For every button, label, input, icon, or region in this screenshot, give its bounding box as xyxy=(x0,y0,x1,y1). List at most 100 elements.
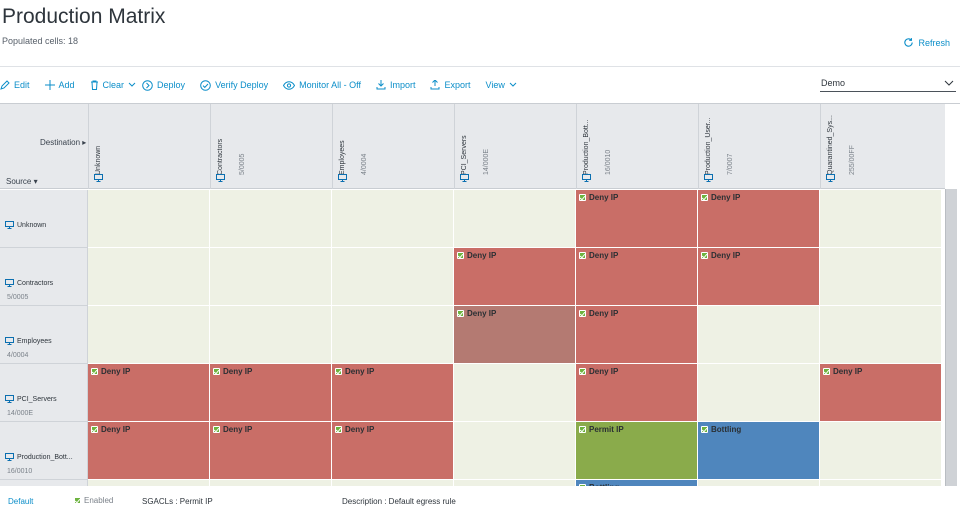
security-group-icon-wrap xyxy=(582,169,591,187)
matrix-cell[interactable] xyxy=(454,364,576,422)
matrix-cell[interactable]: Deny IP xyxy=(454,306,576,364)
add-button[interactable]: Add xyxy=(44,80,75,90)
matrix-cell[interactable] xyxy=(88,480,210,486)
refresh-button[interactable]: Refresh xyxy=(903,37,950,48)
vertical-scrollbar[interactable] xyxy=(945,189,957,486)
row-header[interactable]: Contractors 5/0005 xyxy=(0,248,88,306)
row-name-wrap: Production_Bott... xyxy=(5,453,73,461)
refresh-icon xyxy=(904,38,914,47)
row-header[interactable]: Employees 4/0004 xyxy=(0,306,88,364)
matrix-cell[interactable] xyxy=(454,190,576,248)
matrix-cell[interactable]: Deny IP xyxy=(698,190,820,248)
matrix-cell[interactable] xyxy=(698,306,820,364)
deploy-button[interactable]: Deploy xyxy=(142,79,186,91)
column-header[interactable]: Unknown xyxy=(88,104,210,189)
matrix-cell[interactable] xyxy=(820,190,942,248)
matrix-cell[interactable] xyxy=(820,306,942,364)
security-group-icon xyxy=(460,174,469,182)
matrix-cell[interactable] xyxy=(332,480,454,486)
row-header[interactable] xyxy=(0,480,88,486)
edit-button[interactable]: Edit xyxy=(0,80,30,90)
matrix-cell[interactable] xyxy=(88,248,210,306)
matrix-cell[interactable]: Deny IP xyxy=(332,364,454,422)
matrix-select[interactable]: Demo xyxy=(820,78,956,92)
matrix-cell[interactable]: Deny IP xyxy=(332,422,454,480)
matrix-cell[interactable] xyxy=(820,248,942,306)
matrix-cell[interactable]: Deny IP xyxy=(88,364,210,422)
import-button[interactable]: Import xyxy=(376,80,416,90)
cell-policy: Deny IP xyxy=(579,367,618,376)
row-header[interactable]: Unknown xyxy=(0,190,88,248)
matrix-cell[interactable]: Permit IP xyxy=(576,422,698,480)
view-dropdown[interactable]: View xyxy=(485,80,517,90)
cell-policy: Deny IP xyxy=(335,367,374,376)
matrix-cell[interactable]: Bottling xyxy=(576,480,698,486)
enabled-check-icon xyxy=(213,426,220,433)
export-button[interactable]: Export xyxy=(430,80,470,90)
column-header[interactable]: Quarantined_Sys... 255/00FF xyxy=(820,104,942,189)
matrix-cell[interactable] xyxy=(332,306,454,364)
matrix-cell[interactable]: Deny IP xyxy=(698,248,820,306)
matrix-cell[interactable]: Deny IP xyxy=(210,422,332,480)
matrix-cell[interactable] xyxy=(820,480,942,486)
default-rule-link[interactable]: Default xyxy=(8,497,34,506)
matrix-cell[interactable] xyxy=(210,480,332,486)
matrix-cell[interactable] xyxy=(210,248,332,306)
row-header[interactable]: PCI_Servers 14/000E xyxy=(0,364,88,422)
verify-deploy-button[interactable]: Verify Deploy xyxy=(200,79,268,91)
matrix-cell[interactable]: Deny IP xyxy=(576,364,698,422)
deploy-label: Deploy xyxy=(157,80,186,90)
matrix-cell[interactable] xyxy=(88,306,210,364)
column-header[interactable]: PCI_Servers 14/000E xyxy=(454,104,576,189)
security-group-icon xyxy=(216,174,225,182)
cell-policy-label: Deny IP xyxy=(711,251,741,260)
security-group-icon xyxy=(704,174,713,182)
matrix-cell[interactable] xyxy=(820,422,942,480)
import-label: Import xyxy=(389,80,416,90)
matrix-cell[interactable] xyxy=(454,422,576,480)
column-header[interactable]: Production_User... 7/0007 xyxy=(698,104,820,189)
column-header[interactable]: Employees 4/0004 xyxy=(332,104,454,189)
cell-policy: Deny IP xyxy=(335,425,374,434)
source-label[interactable]: Source ▾ xyxy=(6,177,38,186)
cell-policy: Deny IP xyxy=(701,193,740,202)
row-name-wrap: PCI_Servers xyxy=(5,395,57,403)
matrix-cell[interactable]: Bottling xyxy=(698,422,820,480)
matrix-cell[interactable] xyxy=(698,364,820,422)
cell-policy-label: Deny IP xyxy=(467,251,497,260)
view-label: View xyxy=(485,80,505,90)
matrix-cell[interactable] xyxy=(332,190,454,248)
matrix-cell[interactable]: Deny IP xyxy=(210,364,332,422)
column-header[interactable]: Production_Bott... 16/0010 xyxy=(576,104,698,189)
chevron-down-icon xyxy=(944,80,954,86)
enabled-check-icon xyxy=(457,310,464,317)
matrix-cell[interactable] xyxy=(454,480,576,486)
matrix-cell[interactable]: Deny IP xyxy=(454,248,576,306)
export-label: Export xyxy=(444,80,471,90)
matrix-cell[interactable]: Deny IP xyxy=(820,364,942,422)
cell-policy-label: Deny IP xyxy=(101,367,131,376)
matrix-cell[interactable] xyxy=(210,306,332,364)
pencil-icon xyxy=(0,80,10,90)
security-group-icon-wrap xyxy=(338,169,347,187)
matrix-cell[interactable]: Deny IP xyxy=(576,248,698,306)
row-code: 5/0005 xyxy=(7,294,29,301)
column-header[interactable]: Contractors 5/0005 xyxy=(210,104,332,189)
matrix-cell[interactable] xyxy=(210,190,332,248)
matrix-cell[interactable] xyxy=(698,480,820,486)
check-circle-icon xyxy=(200,79,211,91)
clear-button[interactable]: Clear xyxy=(90,80,137,90)
matrix-cell[interactable]: Deny IP xyxy=(576,306,698,364)
row-name: PCI_Servers xyxy=(17,395,57,403)
matrix-cell[interactable]: Deny IP xyxy=(88,422,210,480)
monitor-all-toggle[interactable]: Monitor All - Off xyxy=(283,80,361,90)
row-header[interactable]: Production_Bott... 16/0010 xyxy=(0,422,88,480)
security-group-icon xyxy=(338,174,347,182)
matrix-cell[interactable] xyxy=(332,248,454,306)
trash-icon xyxy=(90,80,98,90)
enabled-check-icon xyxy=(579,368,586,375)
matrix-cell[interactable] xyxy=(88,190,210,248)
clear-label: Clear xyxy=(102,80,125,90)
matrix-cell[interactable]: Deny IP xyxy=(576,190,698,248)
matrix-select-value: Demo xyxy=(821,78,846,88)
